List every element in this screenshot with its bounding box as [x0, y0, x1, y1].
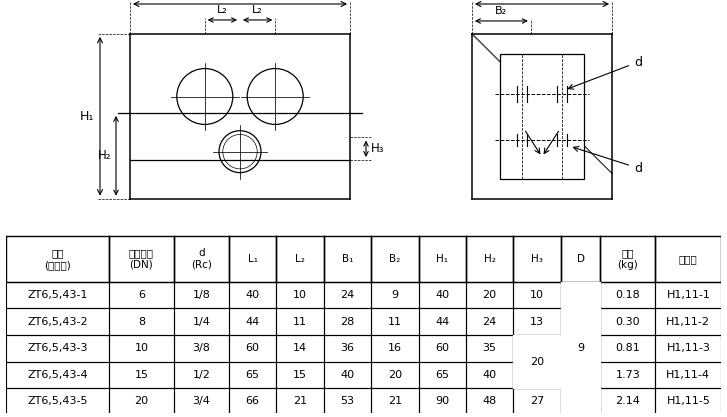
- Text: 13: 13: [530, 317, 544, 327]
- Text: H1,11-2: H1,11-2: [667, 317, 710, 327]
- Text: d
(Rc): d (Rc): [191, 248, 212, 270]
- Text: L₂: L₂: [295, 254, 305, 264]
- Text: 40: 40: [483, 370, 497, 380]
- Text: 1/2: 1/2: [193, 370, 210, 380]
- Text: d: d: [574, 146, 642, 175]
- Text: 1/8: 1/8: [193, 290, 210, 300]
- Text: L₂: L₂: [217, 5, 228, 15]
- Text: 21: 21: [293, 396, 307, 406]
- Text: D: D: [577, 254, 585, 264]
- Text: ZT6,5,43-4: ZT6,5,43-4: [27, 370, 88, 380]
- Text: 20: 20: [530, 357, 544, 367]
- Text: 48: 48: [483, 396, 497, 406]
- Text: H₁: H₁: [80, 110, 94, 123]
- Text: H1,11-4: H1,11-4: [667, 370, 710, 380]
- Text: H₁: H₁: [436, 254, 449, 264]
- FancyBboxPatch shape: [500, 54, 584, 179]
- Text: H₂: H₂: [483, 254, 496, 264]
- Text: 0.30: 0.30: [616, 317, 640, 327]
- Text: 6: 6: [138, 290, 145, 300]
- Text: H₃: H₃: [371, 142, 385, 155]
- Text: 15: 15: [134, 370, 148, 380]
- Text: ZT6,5,43-2: ZT6,5,43-2: [27, 317, 88, 327]
- Text: 3/8: 3/8: [193, 343, 210, 353]
- Text: 40: 40: [246, 290, 260, 300]
- Text: H1,11-1: H1,11-1: [667, 290, 710, 300]
- Text: 36: 36: [340, 343, 355, 353]
- Text: H₃: H₃: [531, 254, 543, 264]
- Text: B₂: B₂: [389, 254, 401, 264]
- Text: 1/4: 1/4: [193, 317, 210, 327]
- Text: B₁: B₁: [342, 254, 353, 264]
- Text: 20: 20: [387, 370, 402, 380]
- Polygon shape: [561, 282, 601, 414]
- Text: 10: 10: [134, 343, 148, 353]
- Text: L₁: L₁: [248, 254, 257, 264]
- Text: 0.18: 0.18: [616, 290, 640, 300]
- Text: 44: 44: [246, 317, 260, 327]
- Text: 40: 40: [340, 370, 355, 380]
- Text: 10: 10: [530, 290, 544, 300]
- Polygon shape: [513, 335, 561, 388]
- Text: 3/4: 3/4: [193, 396, 210, 406]
- Text: 53: 53: [340, 396, 355, 406]
- Text: 对应号: 对应号: [679, 254, 698, 264]
- Text: 90: 90: [435, 396, 449, 406]
- Text: ZT6,5,43-3: ZT6,5,43-3: [27, 343, 88, 353]
- Text: 65: 65: [435, 370, 449, 380]
- Text: 66: 66: [246, 396, 260, 406]
- Text: 11: 11: [387, 317, 402, 327]
- Text: 20: 20: [134, 396, 148, 406]
- Text: 公称通径
(DN): 公称通径 (DN): [129, 248, 154, 270]
- Text: 1.73: 1.73: [616, 370, 640, 380]
- Text: 65: 65: [246, 370, 260, 380]
- Text: H1,11-5: H1,11-5: [667, 396, 710, 406]
- Text: 24: 24: [340, 290, 355, 300]
- Text: 9: 9: [391, 290, 398, 300]
- Text: 35: 35: [483, 343, 497, 353]
- Text: 27: 27: [530, 396, 544, 406]
- Text: 20: 20: [483, 290, 497, 300]
- Text: 16: 16: [387, 343, 402, 353]
- Text: 28: 28: [340, 317, 355, 327]
- Text: 60: 60: [246, 343, 260, 353]
- Text: B₂: B₂: [495, 6, 507, 16]
- Text: H1,11-3: H1,11-3: [667, 343, 710, 353]
- Text: 9: 9: [577, 343, 584, 353]
- Text: 60: 60: [435, 343, 449, 353]
- Text: H₂: H₂: [97, 149, 111, 162]
- Text: 10: 10: [293, 290, 307, 300]
- Text: 代号
(订货号): 代号 (订货号): [44, 248, 71, 270]
- Text: 0.81: 0.81: [616, 343, 640, 353]
- Text: ZT6,5,43-1: ZT6,5,43-1: [27, 290, 88, 300]
- Text: L₂: L₂: [252, 5, 263, 15]
- Text: d: d: [569, 55, 642, 89]
- Text: ZT6,5,43-5: ZT6,5,43-5: [27, 396, 88, 406]
- Text: 24: 24: [483, 317, 497, 327]
- Text: 21: 21: [387, 396, 402, 406]
- Text: 15: 15: [293, 370, 307, 380]
- Text: 11: 11: [293, 317, 307, 327]
- Text: 重量
(kg): 重量 (kg): [617, 248, 638, 270]
- Text: 14: 14: [293, 343, 307, 353]
- Text: 2.14: 2.14: [616, 396, 640, 406]
- Text: 44: 44: [435, 317, 449, 327]
- Text: 40: 40: [435, 290, 449, 300]
- Text: 8: 8: [138, 317, 145, 327]
